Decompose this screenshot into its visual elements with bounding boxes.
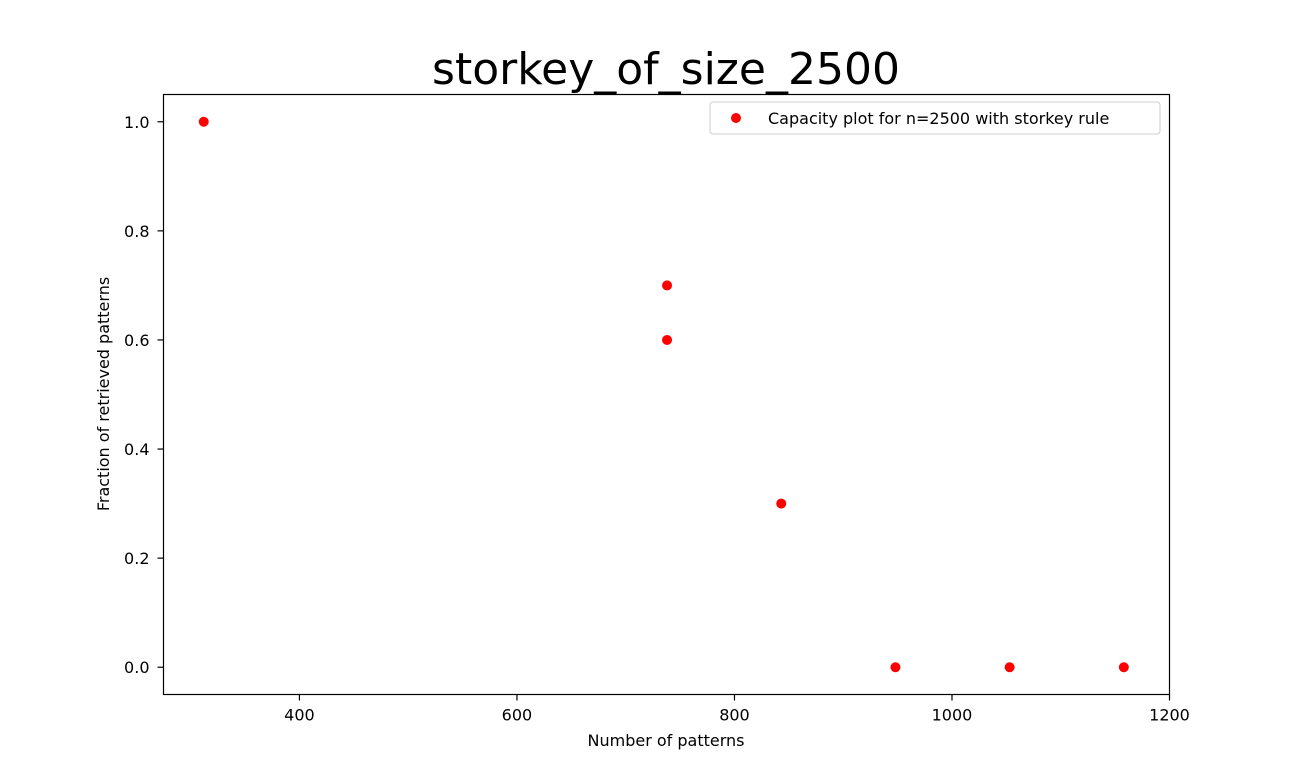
data-point (776, 498, 787, 509)
chart-title: storkey_of_size_2500 (432, 44, 900, 95)
data-points (198, 116, 1129, 673)
data-point (890, 662, 901, 673)
y-tick-label: 0.8 (124, 222, 149, 241)
y-tick-label: 0.6 (124, 331, 149, 350)
x-tick-label: 1000 (932, 706, 973, 725)
y-tick-label: 1.0 (124, 113, 149, 132)
legend-box (709, 101, 1161, 135)
y-tick-label: 0.4 (124, 440, 149, 459)
y-axis-label: Fraction of retrieved patterns (94, 277, 113, 511)
legend-marker (731, 113, 741, 123)
data-point (662, 334, 673, 345)
x-axis-ticks: 400 600 800 1000 1200 (284, 694, 1190, 725)
y-tick-label: 0.0 (124, 658, 149, 677)
x-axis-label: Number of patterns (588, 731, 745, 750)
data-point (1118, 662, 1129, 673)
x-tick-label: 400 (284, 706, 315, 725)
legend: Capacity plot for n=2500 with storkey ru… (709, 101, 1161, 135)
data-point (662, 280, 673, 291)
y-tick-label: 0.2 (124, 549, 149, 568)
data-point (198, 116, 209, 127)
y-axis-ticks: 0.0 0.2 0.4 0.6 0.8 1.0 (124, 113, 164, 677)
plot-area-frame (162, 93, 1171, 696)
x-tick-label: 600 (502, 706, 533, 725)
legend-label: Capacity plot for n=2500 with storkey ru… (768, 109, 1109, 128)
data-point (1004, 662, 1015, 673)
x-tick-label: 800 (719, 706, 750, 725)
x-tick-label: 1200 (1149, 706, 1190, 725)
